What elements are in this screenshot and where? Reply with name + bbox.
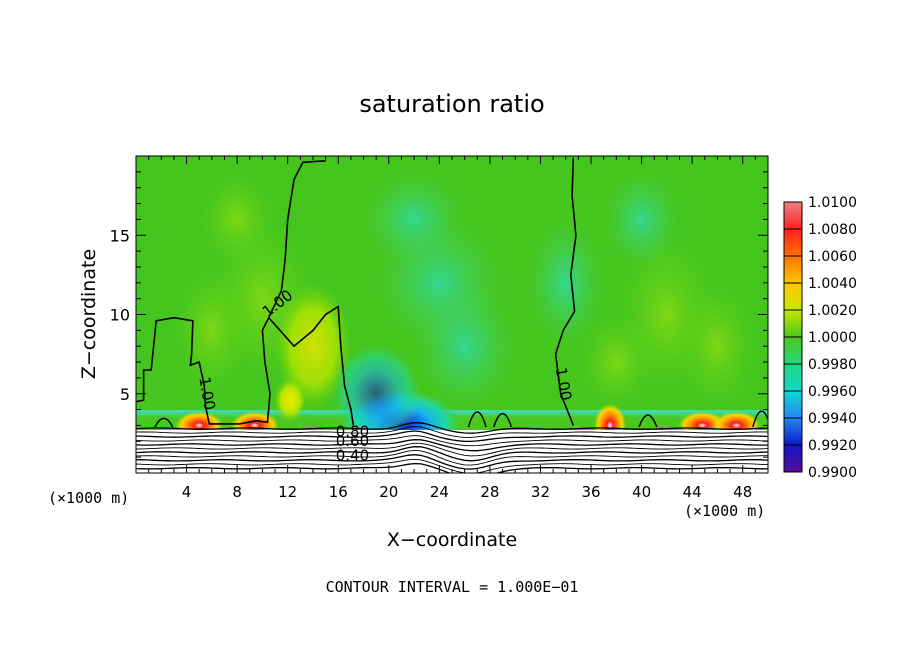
- contour-label-group: 0.80: [336, 423, 369, 441]
- colorbar-label: 1.0080: [808, 222, 857, 238]
- contour-1-00-left: [136, 160, 326, 425]
- stable-layer-contour: [136, 449, 768, 466]
- field-blob: [603, 171, 680, 267]
- contour-bump: [492, 412, 513, 428]
- colorbar: 1.0100 1.0080 1.0060 1.0040 1.0020 1.0000 0.99…: [783, 195, 857, 481]
- x-tick-label: 4: [182, 483, 192, 501]
- colorbar-label: 1.0060: [808, 249, 857, 265]
- x-tick-label: 36: [581, 483, 600, 501]
- colorbar-segment: [784, 202, 802, 229]
- y-tick-label: 5: [120, 385, 130, 404]
- contour-label: 0.40: [336, 446, 369, 464]
- stable-layer-contour: [136, 454, 768, 470]
- dry-spot: [331, 343, 422, 444]
- colorbar-label: 1.0040: [808, 276, 857, 292]
- field-features: [173, 171, 761, 462]
- stable-layer-contour: [136, 426, 768, 438]
- colorbar-label: 1.0020: [808, 303, 857, 319]
- x-tick-label: 44: [683, 483, 702, 501]
- colorbar-segment: [784, 283, 802, 310]
- colorbar-segment: [784, 337, 802, 364]
- colorbar-segment: [784, 391, 802, 418]
- x-tick-label: 20: [379, 483, 398, 501]
- stable-layer-contour: [136, 442, 768, 457]
- field-blob: [414, 282, 516, 410]
- stable-layer-contour: [136, 430, 768, 443]
- contour-lines: 1.001.00 1.000.800.600.40: [136, 157, 768, 473]
- y-axis-label: Z−coordinate: [78, 249, 100, 379]
- colorbar-label: 0.9960: [808, 384, 857, 400]
- stable-layer-contour: [136, 439, 768, 452]
- field-blob: [275, 282, 351, 410]
- x-axis-label: X−coordinate: [387, 529, 517, 551]
- contour-label: 0.80: [336, 423, 369, 441]
- colorbar-label: 1.0100: [808, 195, 857, 211]
- x-tick-label: 24: [430, 483, 449, 501]
- colorbar-label: 0.9940: [808, 411, 857, 427]
- contour-bump: [752, 410, 768, 428]
- field-blob: [527, 219, 604, 347]
- y-tick-label: 10: [110, 306, 130, 325]
- contour-label: 0.60: [336, 432, 369, 450]
- colorbar-label: 0.9900: [808, 465, 857, 481]
- x-tick-label: 32: [531, 483, 550, 501]
- contour-interval-note: CONTOUR INTERVAL = 1.000E−01: [326, 578, 579, 596]
- colorbar-label: 0.9920: [808, 438, 857, 454]
- colorbar-segment: [784, 418, 802, 445]
- stable-layer-contour: [136, 422, 768, 434]
- warm-spot: [274, 378, 307, 423]
- contour-label-group: 1.00: [552, 366, 576, 402]
- colorbar-label: 0.9980: [808, 357, 857, 373]
- colorbar-segment: [784, 310, 802, 337]
- chart-title: saturation ratio: [359, 90, 544, 118]
- y-tick-label: 15: [110, 226, 130, 245]
- field-blob: [199, 171, 276, 267]
- stable-layer-contour: [136, 446, 768, 462]
- x-tick-label: 48: [733, 483, 752, 501]
- plot-area: 1.001.00 1.000.800.600.40: [136, 156, 768, 473]
- field-blob: [679, 282, 756, 410]
- x-tick-label: 40: [632, 483, 651, 501]
- contour-bump: [638, 414, 658, 428]
- stable-layer-contour: [136, 462, 768, 473]
- contour-label: 1.00: [552, 366, 576, 402]
- colorbar-segment: [784, 445, 802, 472]
- colorbar-label: 1.0000: [808, 330, 857, 346]
- contour-bump: [154, 417, 174, 428]
- x-tick-label: 16: [329, 483, 348, 501]
- x-tick-label: 28: [480, 483, 499, 501]
- contour-1-00-mid: [268, 305, 355, 426]
- x-tick-label: 8: [232, 483, 242, 501]
- stable-layer-contour: [136, 435, 768, 447]
- contour-label-group: 0.40: [336, 446, 369, 464]
- contour-label-group: 1.00: [195, 375, 219, 411]
- x-unit-right: (×1000 m): [684, 502, 765, 520]
- contour-label: 1.00: [195, 375, 219, 411]
- contour-bump: [467, 411, 487, 428]
- x-tick-label: 12: [278, 483, 297, 501]
- colorbar-segment: [784, 364, 802, 391]
- contour-label-group: 0.60: [336, 432, 369, 450]
- x-unit-left: (×1000 m): [48, 489, 129, 507]
- contour-1-00-right: [554, 157, 577, 426]
- field-blob: [363, 171, 465, 267]
- colorbar-segment: [784, 256, 802, 283]
- colorbar-segment: [784, 229, 802, 256]
- field-blob: [578, 314, 655, 410]
